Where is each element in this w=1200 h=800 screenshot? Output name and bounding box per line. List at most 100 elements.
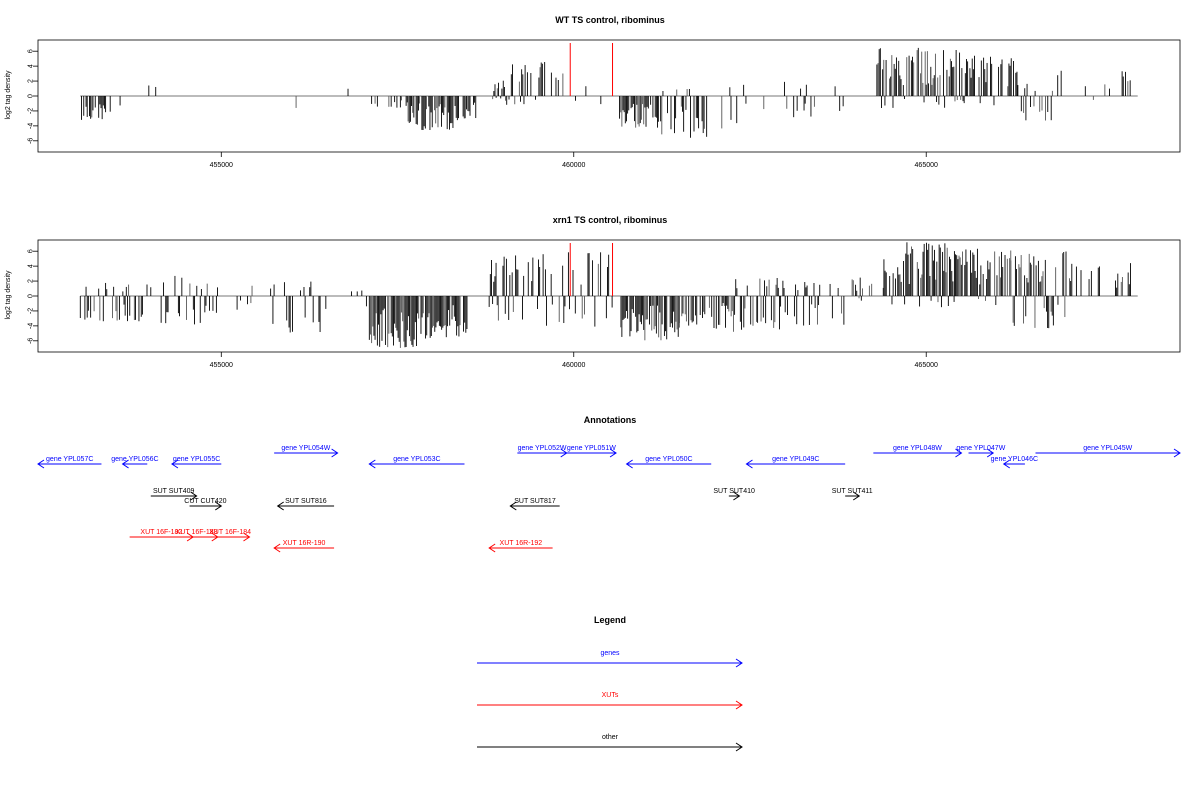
annotation-label: gene YPL054W xyxy=(281,445,330,452)
annotation-arrowhead xyxy=(733,491,741,501)
track-1-plot-area: 455000 460000 465000 -6 -4 -2 0 2 4 6 xyxy=(28,43,1138,169)
annotation-xut-16r-190: XUT 16R-190 xyxy=(273,540,335,553)
annotation-label: SUT SUT409 xyxy=(153,488,195,495)
annotation-arrowhead xyxy=(190,491,198,501)
legend-arrowhead xyxy=(735,742,743,752)
legend-title: Legend xyxy=(594,615,626,625)
annotation-label: XUT 16F-182 xyxy=(140,529,182,536)
annotation-arrowhead xyxy=(331,448,339,458)
annotation-label: gene YPL048W xyxy=(893,445,942,452)
annotation-arrowhead xyxy=(1173,448,1181,458)
y-tick-label: -2 xyxy=(28,308,35,314)
annotation-arrowhead xyxy=(609,448,617,458)
annotation-gene-ypl056c: gene YPL056C xyxy=(111,456,159,469)
y-tick-label: 6 xyxy=(28,249,35,253)
annotation-gene-ypl045w: gene YPL045W xyxy=(1035,445,1181,458)
annotation-arrowhead xyxy=(276,501,284,511)
x-tick-label: 460000 xyxy=(562,362,585,369)
x-tick-label: 465000 xyxy=(915,162,938,169)
annotation-label: gene YPL053C xyxy=(393,456,440,463)
annotations-title: Annotations xyxy=(584,415,637,425)
y-tick-label: -4 xyxy=(28,323,35,329)
annotation-label: gene YPL056C xyxy=(111,456,158,463)
annotation-cut-cut420: CUT CUT420 xyxy=(184,498,227,511)
annotation-label: XUT 16R-190 xyxy=(283,540,326,547)
annotation-gene-ypl055c: gene YPL055C xyxy=(171,456,222,469)
annotation-label: gene YPL047W xyxy=(956,445,1005,452)
y-tick-label: -6 xyxy=(28,338,35,344)
track-2-plot-area: 455000 460000 465000 -6 -4 -2 0 2 4 6 xyxy=(28,242,1138,369)
annotation-arrowhead xyxy=(745,459,753,469)
annotation-label: XUT 16R-192 xyxy=(500,540,543,547)
annotation-gene-ypl052w: gene YPL052W xyxy=(517,445,568,458)
annotation-gene-ypl054w: gene YPL054W xyxy=(274,445,339,458)
annotation-sut-sut409: SUT SUT409 xyxy=(150,488,198,501)
x-tick-label: 460000 xyxy=(562,162,585,169)
annotation-label: XUT 16F-183 xyxy=(176,529,218,536)
annotation-gene-ypl048w: gene YPL048W xyxy=(873,445,963,458)
legend-label: XUTs xyxy=(602,692,619,699)
annotation-arrowhead xyxy=(368,459,376,469)
annotation-label: gene YPL052W xyxy=(518,445,567,452)
annotation-label: gene YPL045W xyxy=(1083,445,1132,452)
y-tick-label: 4 xyxy=(28,64,35,68)
annotation-label: gene YPL046C xyxy=(991,456,1038,463)
annotation-arrowhead xyxy=(625,459,633,469)
track-1-y-axis-label: log2 tag density xyxy=(5,70,12,120)
legend-label: other xyxy=(602,734,619,741)
annotation-arrowhead xyxy=(1002,459,1011,469)
y-tick-label: 2 xyxy=(28,279,35,283)
legend-item-genes: genes xyxy=(477,650,743,668)
annotation-sut-sut816: SUT SUT816 xyxy=(276,498,335,511)
annotation-xut-16r-192: XUT 16R-192 xyxy=(488,540,553,553)
annotation-label: gene YPL050C xyxy=(645,456,692,463)
x-tick-label: 465000 xyxy=(915,362,938,369)
annotation-gene-ypl051w: gene YPL051W xyxy=(566,445,617,458)
annotation-label: SUT SUT410 xyxy=(713,488,755,495)
annotation-gene-ypl049c: gene YPL049C xyxy=(745,456,846,469)
annotation-gene-ypl057c: gene YPL057C xyxy=(37,456,102,469)
annotation-label: CUT CUT420 xyxy=(184,498,226,505)
annotation-arrowhead xyxy=(215,501,223,511)
annotation-arrowhead xyxy=(273,543,281,553)
y-tick-label: -2 xyxy=(28,108,35,114)
x-tick-label: 455000 xyxy=(210,162,233,169)
y-tick-label: 4 xyxy=(28,264,35,268)
legend-label: genes xyxy=(600,650,620,657)
legend-item-other: other xyxy=(477,734,743,752)
annotation-label: gene YPL051W xyxy=(567,445,616,452)
annotation-label: gene YPL049C xyxy=(772,456,819,463)
annotation-sut-sut410: SUT SUT410 xyxy=(713,488,755,501)
annotation-label: XUT 16F-184 xyxy=(209,529,251,536)
annotation-gene-ypl047w: gene YPL047W xyxy=(956,445,1006,458)
annotation-arrowhead xyxy=(986,448,995,458)
annotation-arrowhead xyxy=(243,532,251,542)
annotation-arrowhead xyxy=(171,459,179,469)
legend-arrowhead xyxy=(735,658,743,668)
annotation-label: SUT SUT816 xyxy=(285,498,327,505)
annotation-label: SUT SUT411 xyxy=(832,488,873,495)
y-tick-label: 2 xyxy=(28,79,35,83)
y-tick-label: -4 xyxy=(28,123,35,129)
y-tick-label: 0 xyxy=(28,94,35,98)
annotation-arrowhead xyxy=(509,501,517,511)
annotation-arrowhead xyxy=(955,448,963,458)
legend-arrowhead xyxy=(735,700,743,710)
annotations-track: gene YPL057C gene YPL056C gene YPL055C gene… xyxy=(37,445,1181,553)
y-tick-label: 0 xyxy=(28,294,35,298)
annotation-gene-ypl050c: gene YPL050C xyxy=(625,456,712,469)
annotation-xut-16f-184: XUT 16F-184 xyxy=(209,529,251,542)
annotation-label: gene YPL057C xyxy=(46,456,93,463)
track-1-title: WT TS control, ribominus xyxy=(555,15,665,25)
annotation-label: gene YPL055C xyxy=(173,456,220,463)
track-2-title: xrn1 TS control, ribominus xyxy=(553,215,668,225)
annotation-sut-sut411: SUT SUT411 xyxy=(832,488,873,501)
annotation-arrowhead xyxy=(852,491,861,501)
annotation-arrowhead xyxy=(37,459,45,469)
track-2-y-axis-label: log2 tag density xyxy=(5,270,12,320)
y-tick-label: -6 xyxy=(28,138,35,144)
annotation-arrowhead xyxy=(488,543,496,553)
annotation-gene-ypl053c: gene YPL053C xyxy=(368,456,465,469)
annotation-arrowhead xyxy=(121,459,129,469)
